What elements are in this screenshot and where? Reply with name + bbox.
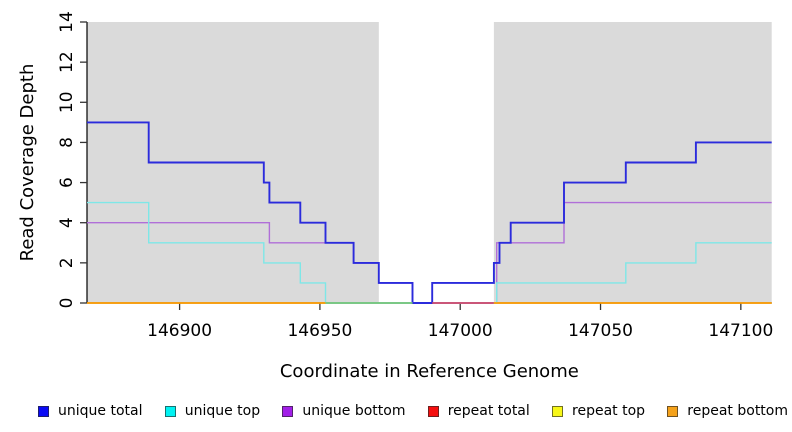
legend-item-unique-total: unique total — [38, 403, 142, 419]
y-tick-label: 4 — [57, 217, 77, 228]
y-axis-title: Read Coverage Depth — [17, 64, 38, 262]
y-tick-label: 6 — [57, 177, 77, 188]
legend-item-repeat-top: repeat top — [552, 403, 645, 419]
legend-item-repeat-bottom: repeat bottom — [667, 403, 788, 419]
legend-item-unique-bottom: unique bottom — [282, 403, 405, 419]
legend-label: unique total — [58, 403, 143, 419]
legend-item-unique-top: unique top — [164, 403, 261, 419]
legend-swatch-icon — [667, 405, 679, 417]
x-tick-label: 146950 — [287, 321, 352, 341]
legend-label: repeat top — [572, 403, 646, 419]
y-tick-label: 8 — [57, 137, 77, 148]
series-line-unique-total — [87, 121, 772, 304]
y-tick-label: 10 — [57, 91, 77, 113]
legend-label: unique bottom — [302, 403, 406, 419]
legend-label: unique top — [184, 403, 261, 419]
legend-swatch-icon — [552, 405, 564, 417]
series-line-unique-top — [87, 201, 772, 304]
y-tick-label: 2 — [57, 257, 77, 268]
y-tick-label: 12 — [57, 51, 77, 73]
x-tick-label: 147050 — [568, 321, 633, 341]
legend-swatch-icon — [282, 405, 294, 417]
legend-label: repeat total — [447, 403, 530, 419]
y-tick-label: 0 — [57, 298, 77, 309]
legend: unique total unique top unique bottom repea… — [38, 398, 788, 424]
legend-label: repeat bottom — [687, 403, 788, 419]
x-tick-label: 147100 — [708, 321, 773, 341]
x-tick-label: 146900 — [147, 321, 212, 341]
legend-item-repeat-total: repeat total — [427, 403, 530, 419]
y-tick-label: 14 — [57, 11, 77, 33]
legend-swatch-icon — [38, 405, 49, 417]
x-axis-title: Coordinate in Reference Genome — [280, 361, 579, 382]
legend-swatch-icon — [164, 405, 176, 417]
x-tick-label: 147000 — [428, 321, 493, 341]
legend-swatch-icon — [427, 405, 439, 417]
